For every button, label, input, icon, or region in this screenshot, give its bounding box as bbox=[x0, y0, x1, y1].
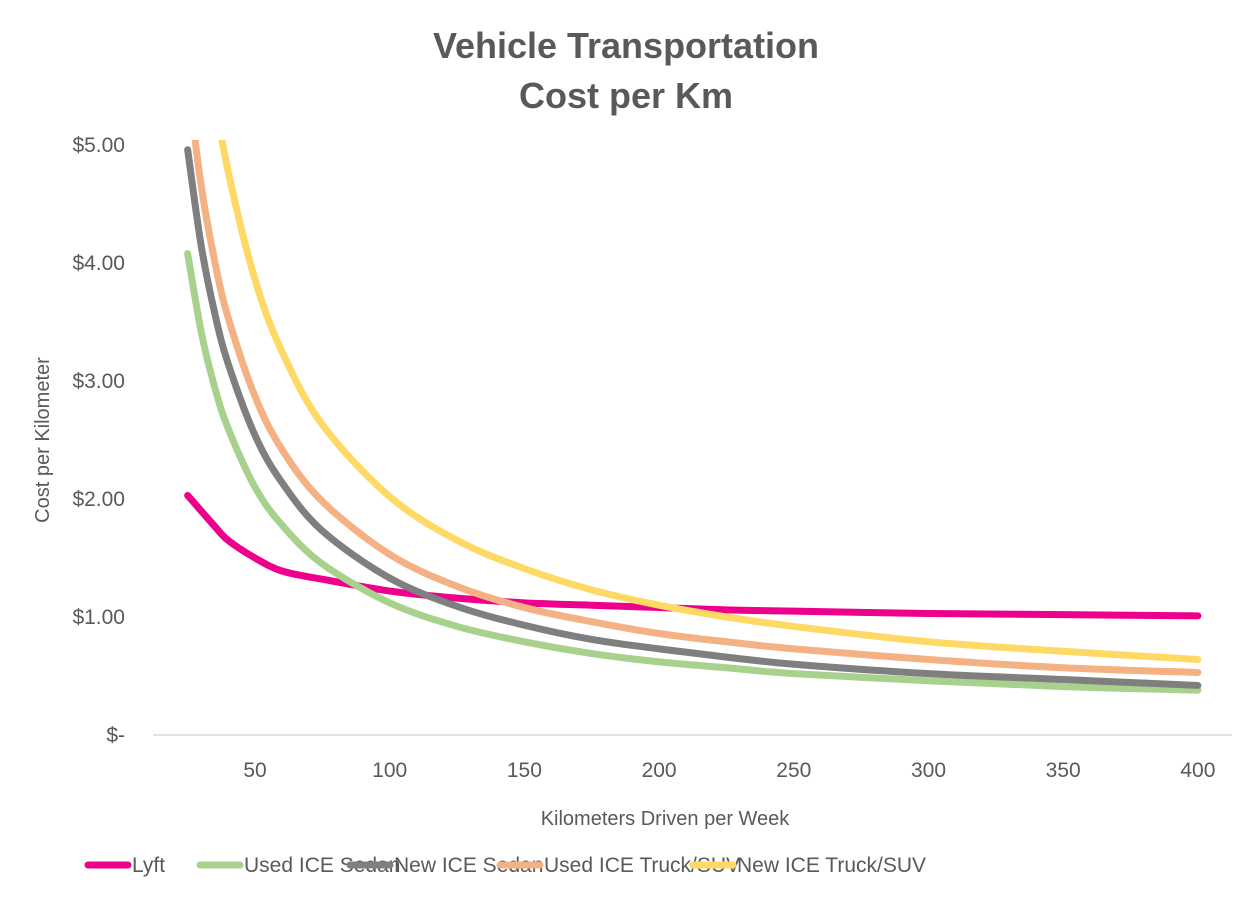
series-line-used-ice-sedan bbox=[184, 250, 1202, 694]
y-axis-title: Cost per Kilometer bbox=[32, 357, 54, 523]
y-tick-label: $- bbox=[106, 724, 125, 747]
x-tick-label: 400 bbox=[1180, 759, 1215, 782]
x-tick-label: 200 bbox=[642, 759, 677, 782]
legend-item[interactable]: Used ICE Truck/SUV bbox=[496, 854, 740, 877]
legend-item[interactable]: New ICE Truck/SUV bbox=[689, 854, 926, 877]
legend-item[interactable]: Lyft bbox=[84, 854, 165, 877]
legend-label: Lyft bbox=[132, 854, 165, 877]
x-tick-label: 150 bbox=[507, 759, 542, 782]
y-tick-label: $5.00 bbox=[72, 134, 125, 157]
y-tick-label: $1.00 bbox=[72, 606, 125, 629]
series-line-new-ice-sedan bbox=[184, 146, 1202, 689]
legend-label: New ICE Truck/SUV bbox=[737, 854, 926, 877]
x-tick-label: 100 bbox=[372, 759, 407, 782]
y-tick-label: $4.00 bbox=[72, 252, 125, 275]
legend-label: Used ICE Sedan bbox=[244, 854, 400, 877]
x-tick-label: 250 bbox=[776, 759, 811, 782]
series-line-used-ice-truck-suv bbox=[191, 140, 1202, 676]
y-tick-label: $3.00 bbox=[72, 370, 125, 393]
series-line-new-ice-truck-suv bbox=[218, 140, 1202, 663]
chart-title-line2: Cost per Km bbox=[519, 75, 733, 116]
x-tick-label: 50 bbox=[243, 759, 266, 782]
y-tick-label: $2.00 bbox=[72, 488, 125, 511]
x-axis-title: Kilometers Driven per Week bbox=[541, 808, 791, 830]
x-tick-label: 300 bbox=[911, 759, 946, 782]
legend-label: Used ICE Truck/SUV bbox=[544, 854, 740, 877]
legend-item[interactable]: Used ICE Sedan bbox=[196, 854, 400, 877]
chart-title-line1: Vehicle Transportation bbox=[433, 25, 819, 66]
legend-label: New ICE Sedan bbox=[394, 854, 543, 877]
legend-item[interactable]: New ICE Sedan bbox=[346, 854, 543, 877]
x-tick-label: 350 bbox=[1046, 759, 1081, 782]
